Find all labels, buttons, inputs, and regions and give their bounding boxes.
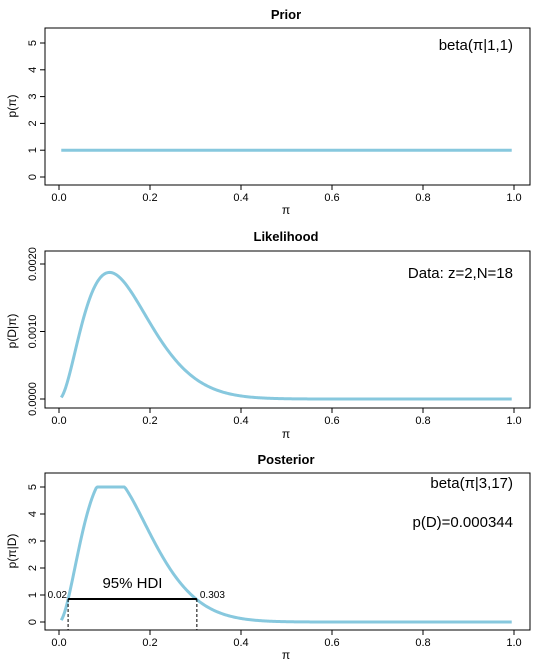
x-tick-label: 0.8 [415, 637, 430, 649]
y-tick-label: 4 [27, 67, 39, 73]
x-tick-label: 0.6 [324, 415, 339, 427]
x-tick-label: 0.4 [233, 192, 248, 204]
y-tick-label: 4 [27, 511, 39, 517]
x-tick-label: 0.4 [233, 415, 248, 427]
y-tick-label: 0.0010 [27, 315, 39, 349]
x-tick-label: 1.0 [506, 637, 521, 649]
prior-annotation-beta: beta(π|1,1) [439, 37, 513, 54]
likelihood-annotation-data: Data: z=2,N=18 [408, 265, 513, 282]
posterior-title: Posterior [257, 452, 314, 467]
posterior-annotation-evidence: p(D)=0.000344 [413, 514, 514, 531]
prior-y-axis: 0 1 2 3 4 5 [27, 40, 46, 180]
y-tick-label: 2 [27, 120, 39, 126]
y-tick-label: 5 [27, 40, 39, 46]
y-tick-label: 3 [27, 94, 39, 100]
posterior-xlabel: π [282, 648, 290, 662]
x-tick-label: 0.6 [324, 192, 339, 204]
prior-x-axis: 0.0 0.2 0.4 0.6 0.8 1.0 [51, 184, 522, 204]
hdi-label: 95% HDI [102, 575, 162, 592]
y-tick-label: 0.0000 [27, 382, 39, 416]
posterior-plot-frame [44, 472, 531, 631]
hdi-low-value-label: 0.02 [48, 590, 68, 601]
x-tick-label: 1.0 [506, 192, 521, 204]
y-tick-label: 1 [27, 592, 39, 598]
likelihood-curve [60, 270, 513, 401]
x-tick-label: 0.2 [142, 637, 157, 649]
prior-ylabel: p(π) [5, 95, 19, 118]
x-tick-label: 0.8 [415, 192, 430, 204]
hdi-group: 95% HDI 0.02 0.303 [48, 575, 225, 630]
y-tick-label: 2 [27, 565, 39, 571]
likelihood-xlabel: π [282, 427, 290, 441]
prior-xlabel: π [282, 203, 290, 217]
likelihood-ylabel: p(D|π) [5, 314, 19, 349]
prior-panel: Prior p(π) π 0.0 0.2 0.4 0.6 0.8 1.0 0 1 2 3 4 5 b… [5, 7, 531, 217]
x-tick-label: 0.0 [51, 637, 66, 649]
likelihood-y-axis: 0.0000 0.0010 0.0020 [27, 247, 46, 416]
posterior-ylabel: p(π|D) [5, 534, 19, 569]
posterior-curve [59, 485, 513, 624]
posterior-annotation-beta: beta(π|3,17) [430, 475, 513, 492]
x-tick-label: 0.4 [233, 637, 248, 649]
y-tick-label: 0.0020 [27, 247, 39, 281]
prior-title: Prior [271, 7, 301, 22]
x-tick-label: 0.2 [142, 415, 157, 427]
likelihood-title: Likelihood [254, 229, 319, 244]
x-tick-label: 0.8 [415, 415, 430, 427]
y-tick-label: 5 [27, 484, 39, 490]
y-tick-label: 0 [27, 619, 39, 625]
likelihood-x-axis: 0.0 0.2 0.4 0.6 0.8 1.0 [51, 407, 522, 427]
likelihood-panel: Likelihood p(D|π) π 0.0 0.2 0.4 0.6 0.8 1.0 0… [5, 229, 531, 441]
x-tick-label: 0.2 [142, 192, 157, 204]
x-tick-label: 0.6 [324, 637, 339, 649]
x-tick-label: 0.0 [51, 192, 66, 204]
x-tick-label: 0.0 [51, 415, 66, 427]
y-tick-label: 1 [27, 147, 39, 153]
posterior-x-axis: 0.0 0.2 0.4 0.6 0.8 1.0 [51, 629, 522, 649]
y-tick-label: 0 [27, 174, 39, 180]
hdi-high-value-label: 0.303 [200, 590, 225, 601]
x-tick-label: 1.0 [506, 415, 521, 427]
y-tick-label: 3 [27, 538, 39, 544]
posterior-y-axis: 0 1 2 3 4 5 [27, 484, 46, 625]
posterior-panel: Posterior p(π|D) π 0.0 0.2 0.4 0.6 0.8 1.0 0 1… [5, 452, 531, 662]
